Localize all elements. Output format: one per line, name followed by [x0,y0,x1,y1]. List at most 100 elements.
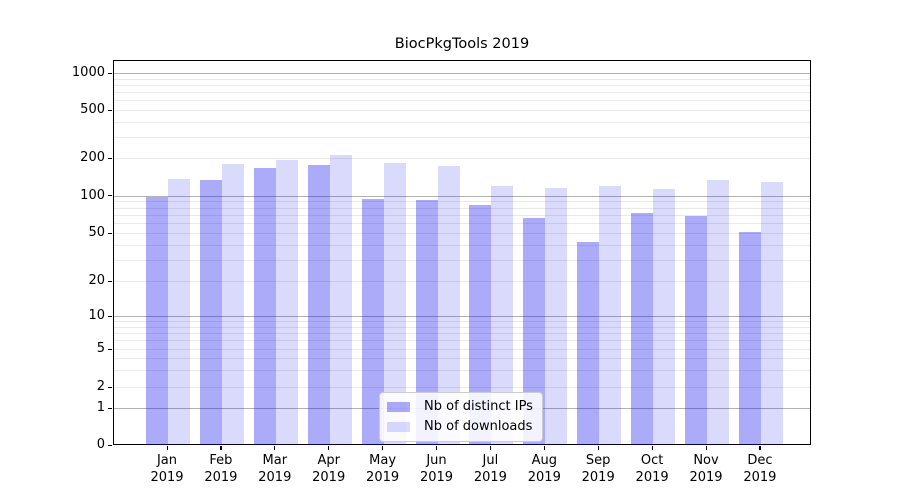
bar-downloads-aug [545,188,568,445]
gridline-y-10 [114,316,810,317]
y-tick-label-2: 2 [96,379,105,394]
y-tick-mark-10 [108,315,112,317]
y-tick-mark-20 [108,280,112,282]
gridline-y-50 [114,233,810,234]
x-tick-label-jun: Jun 2019 [419,453,454,485]
gridline-y-60 [114,223,810,225]
legend-label-downloads: Nb of downloads [424,419,533,434]
legend-item-downloads: Nb of downloads [387,418,533,435]
legend-swatch-distinct-ips [387,401,410,412]
legend-item-distinct-ips: Nb of distinct IPs [387,398,533,415]
bar-distinct-ips-mar [253,168,276,445]
bar-downloads-jan [168,179,190,445]
gridline-y-300 [114,136,810,138]
x-tick-label-apr: Apr 2019 [312,453,346,485]
bar-distinct-ips-apr [307,165,330,445]
gridline-y-8 [114,326,810,328]
bar-downloads-apr [329,154,352,445]
x-tick-mark-apr [328,446,330,450]
x-tick-mark-feb [220,446,222,450]
x-tick-mark-sep [597,446,599,450]
y-tick-label-20: 20 [88,273,105,288]
y-tick-mark-5 [108,348,112,350]
y-tick-label-1000: 1000 [71,65,105,80]
x-tick-mark-may [382,446,384,450]
bar-distinct-ips-jun [415,200,438,445]
bar-downloads-sep [599,185,622,445]
x-tick-mark-mar [274,446,276,450]
bar-distinct-ips-aug [523,218,546,445]
bar-distinct-ips-jul [469,205,492,445]
x-tick-label-mar: Mar 2019 [258,453,292,485]
y-tick-mark-2 [108,386,112,388]
bar-distinct-ips-jan [146,196,168,445]
x-tick-label-aug: Aug 2019 [527,453,561,485]
bar-distinct-ips-may [361,198,384,445]
bar-downloads-jun [437,165,460,445]
y-tick-mark-1 [108,407,112,409]
y-tick-label-500: 500 [80,102,105,117]
x-tick-mark-jan [166,446,168,450]
x-tick-label-jan: Jan 2019 [150,453,184,485]
x-tick-label-jul: Jul 2019 [473,453,507,485]
y-tick-label-5: 5 [96,341,105,356]
y-tick-label-0: 0 [96,437,105,452]
gridline-y-6 [114,340,810,342]
bar-downloads-jul [491,186,514,445]
gridline-y-700 [114,92,810,94]
bar-downloads-dec [760,181,783,445]
y-tick-label-10: 10 [88,308,105,323]
gridline-y-400 [114,121,810,123]
bar-distinct-ips-oct [631,212,654,445]
legend: Nb of distinct IPs Nb of downloads [379,392,543,442]
gridline-y-30 [114,259,810,261]
x-tick-mark-jul [489,446,492,450]
y-tick-mark-1000 [108,72,112,74]
gridline-y-9 [114,321,810,323]
x-tick-mark-jun [436,446,438,450]
bar-distinct-ips-dec [738,231,761,445]
bar-distinct-ips-nov [685,215,707,445]
y-tick-mark-500 [108,109,112,111]
x-tick-label-dec: Dec 2019 [743,453,777,485]
x-tick-label-nov: Nov 2019 [689,453,723,485]
x-tick-mark-oct [651,446,653,450]
bar-downloads-feb [221,164,244,445]
gridline-y-100 [114,195,810,197]
x-tick-label-may: May 2019 [366,453,400,485]
x-tick-label-oct: Oct 2019 [635,453,669,485]
legend-swatch-downloads [387,421,410,432]
bar-distinct-ips-sep [577,241,600,445]
legend-label-distinct-ips: Nb of distinct IPs [424,399,533,414]
bar-distinct-ips-feb [199,179,222,445]
bar-downloads-mar [275,160,298,445]
y-tick-label-100: 100 [80,187,105,203]
y-tick-mark-50 [108,232,112,234]
y-tick-mark-100 [108,195,112,197]
x-tick-mark-nov [705,446,707,450]
gridline-y-600 [114,100,810,102]
bar-downloads-nov [707,179,729,445]
gridline-y-2 [114,387,810,388]
gridline-y-5 [114,349,810,350]
gridline-y-800 [114,84,810,86]
gridline-y-200 [114,158,810,159]
y-tick-mark-200 [108,157,112,159]
bar-downloads-may [383,162,406,445]
gridline-y-70 [114,214,810,216]
gridline-y-40 [114,244,810,246]
gridline-y-3 [114,370,810,372]
x-tick-mark-dec [759,446,761,450]
chart-title: BiocPkgTools 2019 [394,36,530,52]
x-tick-mark-aug [543,446,545,450]
bar-downloads-oct [653,188,676,445]
gridline-y-7 [114,332,810,334]
gridline-y-90 [114,201,810,203]
x-tick-label-sep: Sep 2019 [581,453,615,485]
y-tick-label-50: 50 [88,225,105,240]
y-tick-label-200: 200 [80,150,105,165]
x-tick-label-feb: Feb 2019 [204,453,238,485]
gridline-y-80 [114,207,810,209]
gridline-y-20 [114,281,810,282]
